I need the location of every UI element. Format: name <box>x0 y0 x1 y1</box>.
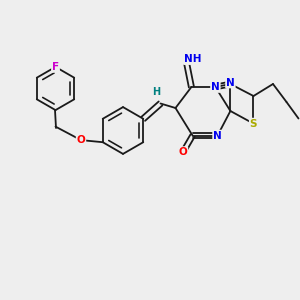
Text: H: H <box>152 87 160 97</box>
Text: S: S <box>250 118 257 129</box>
Text: N: N <box>226 77 235 88</box>
Text: N: N <box>211 82 220 92</box>
Text: NH: NH <box>184 54 202 64</box>
Text: N: N <box>213 130 222 141</box>
Text: F: F <box>52 62 59 72</box>
Text: O: O <box>76 135 85 145</box>
Text: O: O <box>178 147 188 157</box>
